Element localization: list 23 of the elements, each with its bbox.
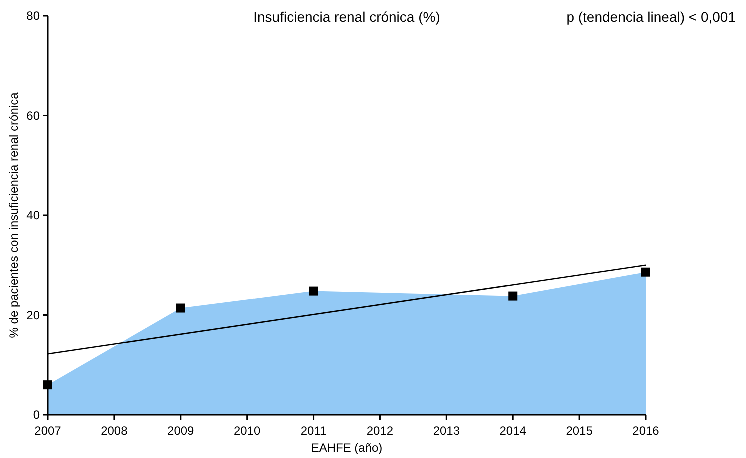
x-tick-label: 2010	[234, 424, 262, 438]
point	[176, 304, 186, 313]
point	[508, 292, 518, 301]
y-tick-label: 40	[26, 208, 40, 223]
point	[309, 286, 318, 296]
y-tick-label: 20	[26, 308, 40, 322]
x-tick-label: 2015	[566, 424, 594, 438]
y-tick-label: 60	[26, 108, 40, 123]
chart-title: Insuficiencia renal crónica (%)	[254, 9, 440, 25]
x-tick-label: 2008	[101, 424, 128, 438]
x-tick-label: 2016	[632, 424, 660, 438]
annotation: p (tendencia lineal) < 0,001	[566, 9, 736, 25]
x-tick-label: 2014	[500, 424, 527, 438]
y-tick-label: 0	[33, 408, 40, 422]
x-axis-title: EAHFE (año)	[311, 441, 383, 455]
point	[642, 268, 650, 277]
x-tick-label: 2011	[300, 424, 327, 438]
x-tick-label: 2012	[366, 424, 394, 438]
y-axis-title: % de pacientes con insuficiencia renal crónica	[7, 92, 21, 338]
x-tick-label: 2013	[433, 424, 460, 438]
x-tick-label: 2007	[34, 424, 62, 438]
x-tick-label: 2009	[168, 424, 195, 438]
y-tick-label: 80	[26, 9, 40, 24]
